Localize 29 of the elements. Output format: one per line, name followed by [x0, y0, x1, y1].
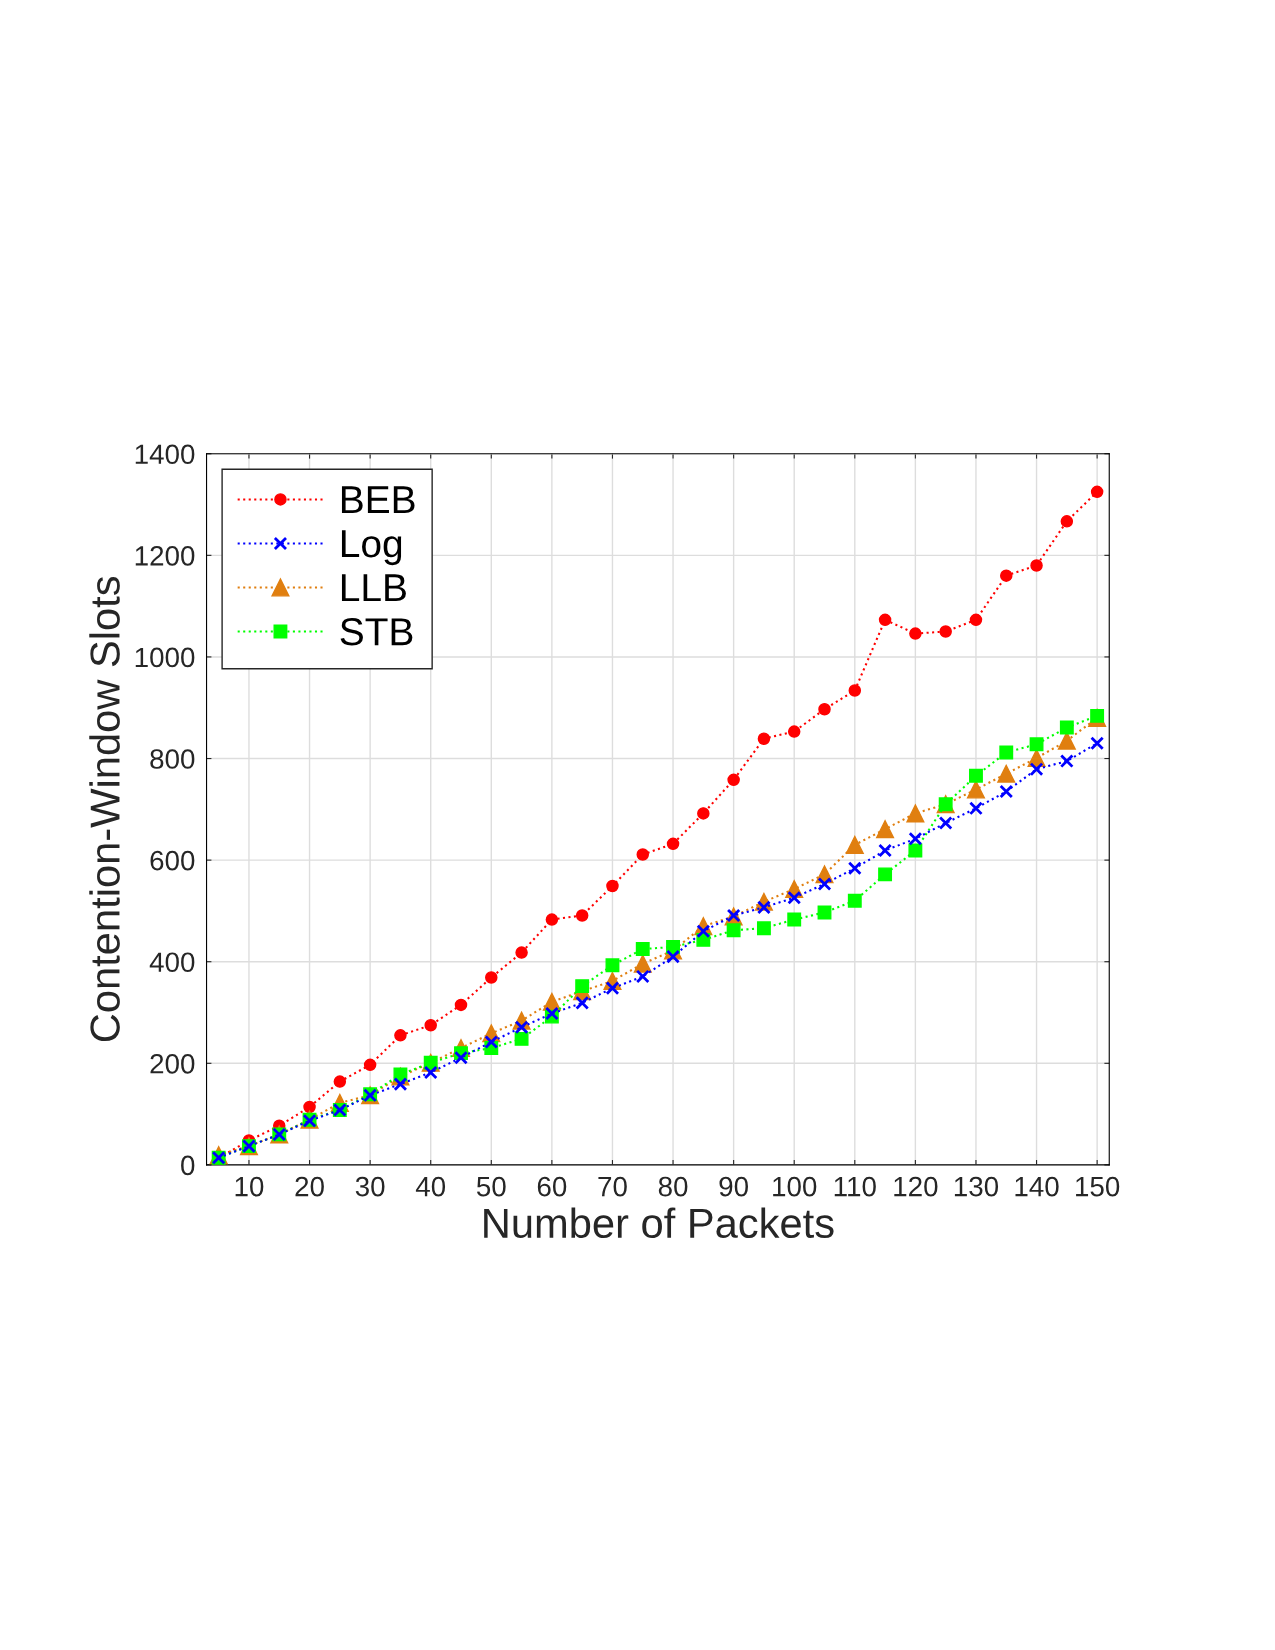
- y-tick-label: 1000: [135, 647, 195, 668]
- y-tick-label: 0: [181, 1155, 195, 1176]
- x-axis-title: Number of Packets: [484, 1207, 834, 1239]
- x-tick-label: 20: [295, 1176, 324, 1197]
- x-tick-label: 150: [1076, 1176, 1120, 1197]
- x-tick-label: 90: [719, 1176, 748, 1197]
- x-tick-label: 100: [773, 1176, 817, 1197]
- x-tick-label: 50: [476, 1176, 506, 1197]
- legend-label: LLB: [341, 574, 406, 602]
- legend-label: Log: [341, 530, 402, 566]
- x-tick-label: 110: [834, 1176, 876, 1197]
- x-tick-label: 30: [355, 1176, 385, 1197]
- x-tick-label: 120: [894, 1176, 938, 1197]
- x-tick-label: 40: [415, 1176, 446, 1197]
- x-tick-label: 130: [954, 1176, 999, 1197]
- y-axis-title: Contention-Window Slots: [89, 576, 120, 1042]
- y-tick-label: 600: [150, 850, 195, 871]
- y-tick-label: 1400: [135, 444, 195, 465]
- y-tick-label: 800: [150, 749, 195, 769]
- x-tick-label: 140: [1015, 1176, 1059, 1197]
- legend-label: STB: [340, 617, 413, 646]
- x-tick-label: 70: [598, 1176, 627, 1197]
- y-tick-label: 400: [149, 952, 195, 973]
- y-tick-label: 1200: [135, 546, 195, 566]
- x-tick-label: 80: [658, 1176, 688, 1197]
- y-tick-label: 200: [150, 1053, 195, 1074]
- x-tick-label: 10: [235, 1176, 264, 1197]
- legend-label: BEB: [341, 486, 415, 514]
- x-tick-label: 60: [537, 1176, 567, 1197]
